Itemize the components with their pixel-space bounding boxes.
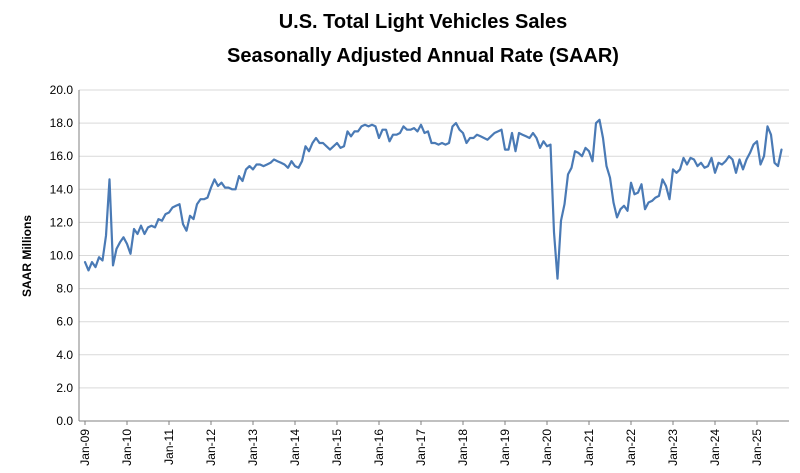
y-tick-label: 0.0 <box>56 414 73 428</box>
y-tick-label: 10.0 <box>50 249 74 263</box>
y-tick-label: 14.0 <box>50 182 74 196</box>
axes <box>78 90 789 425</box>
y-tick-label: 12.0 <box>50 215 74 229</box>
x-tick-label: Jan-19 <box>498 429 512 466</box>
x-tick-labels: Jan-09 Jan-10 Jan-11 Jan-12 Jan-13 Jan-14 Jan-… <box>78 429 764 466</box>
chart-subtitle: Seasonally Adjusted Annual Rate (SAAR) <box>227 45 619 67</box>
x-tick-label: Jan-14 <box>288 429 302 466</box>
chart-title: U.S. Total Light Vehicles Sales <box>279 11 568 33</box>
x-tick-label: Jan-23 <box>666 429 680 466</box>
gridlines <box>79 89 789 389</box>
y-tick-label: 8.0 <box>56 282 73 296</box>
y-tick-labels: 0.0 2.0 4.0 6.0 8.0 10.0 12.0 14.0 16.0 18.0 20.0 <box>50 83 74 428</box>
x-tick-label: Jan-11 <box>162 429 176 465</box>
series-layer <box>83 118 783 280</box>
x-tick-label: Jan-10 <box>120 429 134 466</box>
y-tick-label: 2.0 <box>56 381 73 395</box>
x-tick-label: Jan-18 <box>456 429 470 466</box>
y-tick-label: 4.0 <box>56 348 73 362</box>
y-axis-label: SAAR Millions <box>20 215 34 297</box>
x-tick-label: Jan-13 <box>246 429 260 466</box>
x-tick-label: Jan-09 <box>78 429 92 466</box>
y-tick-label: 20.0 <box>50 83 74 97</box>
x-tick-label: Jan-12 <box>204 429 218 466</box>
x-tick-label: Jan-16 <box>372 429 386 466</box>
x-tick-label: Jan-25 <box>750 429 764 466</box>
y-tick-label: 18.0 <box>50 116 74 130</box>
y-tick-label: 16.0 <box>50 149 74 163</box>
x-tick-label: Jan-15 <box>330 429 344 466</box>
x-tick-label: Jan-21 <box>582 429 596 466</box>
x-tick-label: Jan-20 <box>540 429 554 466</box>
y-tick-label: 6.0 <box>56 315 73 329</box>
x-tick-label: Jan-17 <box>414 429 428 466</box>
x-tick-label: Jan-24 <box>708 429 722 466</box>
series-line-saar <box>83 118 783 280</box>
x-tick-label: Jan-22 <box>624 429 638 466</box>
